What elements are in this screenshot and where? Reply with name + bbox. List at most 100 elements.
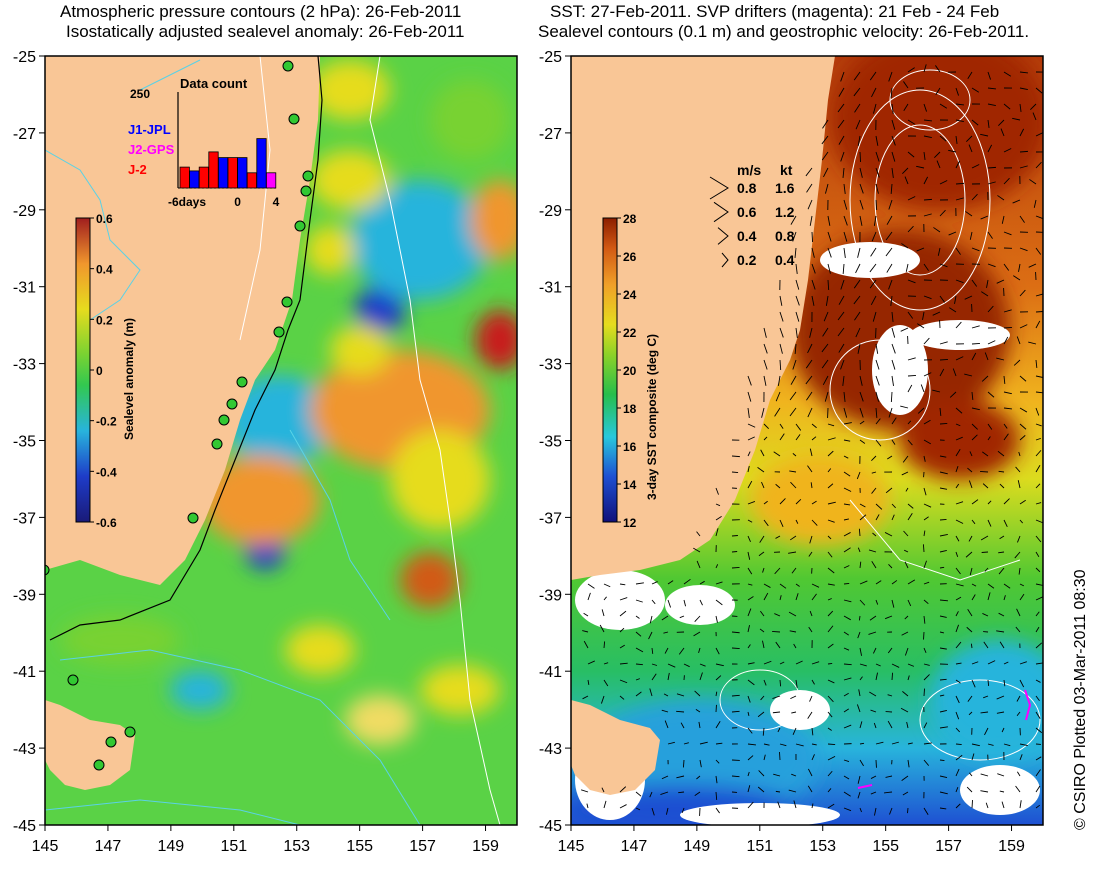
lat-tick-label-left: -39 bbox=[13, 587, 36, 604]
data-count-bar bbox=[246, 172, 257, 189]
velocity-key-kt: 1.6 bbox=[775, 180, 795, 196]
data-count-bar bbox=[227, 157, 238, 189]
lat-tick-label-right: -39 bbox=[539, 587, 562, 604]
lat-tick-label-left: -35 bbox=[13, 434, 36, 451]
data-count-ymax-label: 250 bbox=[130, 87, 150, 101]
left-colorbar-gradient bbox=[75, 217, 91, 523]
data-count-bar bbox=[237, 157, 248, 189]
lat-tick-label-right: -35 bbox=[539, 434, 562, 451]
colorbar-tick-label: -0.6 bbox=[96, 516, 117, 530]
data-count-legend-entry: J1-JPL bbox=[128, 122, 171, 137]
left-map-title-line2: Isostatically adjusted sealevel anomaly:… bbox=[66, 22, 465, 41]
tide-gauge-marker bbox=[273, 326, 285, 338]
lat-tick-label-right: -37 bbox=[539, 510, 562, 527]
colorbar-tick-label: 18 bbox=[623, 402, 637, 416]
lat-tick-label-right: -43 bbox=[539, 741, 562, 758]
velocity-key: m/s kt 0.8 1.6 0.6 1.2 0.4 0.8 0.2 0.4 bbox=[709, 162, 795, 268]
colorbar-tick-label: 20 bbox=[623, 364, 637, 378]
velocity-key-kt: 0.4 bbox=[775, 252, 795, 268]
lon-tick-label-left: 145 bbox=[32, 838, 59, 855]
lat-tick-label-left: -33 bbox=[13, 357, 36, 374]
data-count-bar bbox=[179, 166, 190, 189]
lat-tick-label-right: -25 bbox=[539, 49, 562, 66]
left-pressure-contour bbox=[59, 649, 421, 825]
tide-gauge-marker bbox=[282, 60, 294, 72]
velocity-key-ms: 0.4 bbox=[737, 228, 757, 244]
lat-tick-label-right: -27 bbox=[539, 126, 562, 143]
lat-tick-label-left: -41 bbox=[13, 664, 36, 681]
velocity-key-kt: 0.8 bbox=[775, 228, 795, 244]
tide-gauge-marker bbox=[93, 759, 105, 771]
right-colorbar-gradient bbox=[602, 217, 618, 523]
lat-tick-label-left: -27 bbox=[13, 126, 36, 143]
left-pressure-contour bbox=[45, 149, 141, 321]
colorbar-tick-label: -0.4 bbox=[96, 465, 117, 479]
colorbar-tick-label: 26 bbox=[623, 250, 637, 264]
data-count-inset: Data count 250 J1-JPL J2-GPS J-2 -6days 0 4 bbox=[128, 76, 280, 209]
lat-tick-label-left: -43 bbox=[13, 741, 36, 758]
left-white-contour bbox=[239, 56, 271, 341]
colorbar-tick-label: 22 bbox=[623, 326, 637, 340]
lat-tick-label-left: -29 bbox=[13, 203, 36, 220]
tide-gauge-marker bbox=[105, 736, 117, 748]
data-count-bar bbox=[265, 172, 277, 189]
left-pressure-contour bbox=[139, 59, 201, 91]
lon-tick-label-left: 149 bbox=[158, 838, 185, 855]
left-pressure-contour bbox=[289, 429, 391, 621]
tide-gauge-marker bbox=[281, 296, 293, 308]
colorbar-tick-label: 0.4 bbox=[96, 263, 113, 277]
lon-tick-label-right: 147 bbox=[621, 838, 648, 855]
data-count-xtick: 0 bbox=[234, 195, 241, 209]
tide-gauge-marker bbox=[211, 438, 223, 450]
tide-gauge-marker bbox=[294, 220, 306, 232]
data-count-title: Data count bbox=[180, 76, 248, 91]
tide-gauge-marker bbox=[187, 512, 199, 524]
colorbar-tick-label: 0 bbox=[96, 364, 103, 378]
velocity-key-arrow bbox=[721, 252, 729, 268]
lat-tick-label-left: -31 bbox=[13, 280, 36, 297]
colorbar-tick-label: 0.6 bbox=[96, 212, 113, 226]
left-map-title-line1: Atmospheric pressure contours (2 hPa): 2… bbox=[60, 2, 462, 21]
right-tasmania bbox=[571, 700, 660, 795]
tide-gauge-marker bbox=[300, 185, 312, 197]
velocity-key-arrow bbox=[709, 176, 729, 200]
left-colorbar-label: Sealevel anomaly (m) bbox=[122, 318, 136, 440]
tide-gauge-marker bbox=[218, 414, 230, 426]
data-count-legend-entry: J-2 bbox=[128, 162, 147, 177]
data-count-bar bbox=[256, 138, 267, 189]
svp-drifter-track bbox=[1024, 689, 1032, 721]
velocity-key-ms: 0.6 bbox=[737, 204, 757, 220]
colorbar-tick-label: 24 bbox=[623, 288, 637, 302]
right-colorbar-label: 3-day SST composite (deg C) bbox=[645, 334, 659, 500]
data-count-xtick: -6days bbox=[168, 195, 206, 209]
lat-tick-label-right: -31 bbox=[539, 280, 562, 297]
velocity-key-arrow bbox=[713, 201, 729, 223]
left-shelf-contour bbox=[49, 56, 323, 641]
lat-tick-label-left: -25 bbox=[13, 49, 36, 66]
tide-gauge-marker bbox=[236, 376, 248, 388]
data-count-xtick: 4 bbox=[273, 195, 280, 209]
velocity-key-ms: 0.2 bbox=[737, 252, 757, 268]
lon-tick-label-right: 157 bbox=[935, 838, 962, 855]
sealevel-anomaly-map bbox=[45, 56, 517, 825]
lat-tick-label-right: -29 bbox=[539, 203, 562, 220]
tide-gauge-marker bbox=[45, 564, 50, 576]
colorbar-tick-label: 0.2 bbox=[96, 313, 113, 327]
lon-tick-label-right: 149 bbox=[684, 838, 711, 855]
lat-tick-label-left: -45 bbox=[13, 818, 36, 835]
lon-tick-label-right: 151 bbox=[746, 838, 773, 855]
left-pressure-contour bbox=[45, 799, 301, 825]
tasmania bbox=[45, 700, 135, 790]
lon-tick-label-left: 155 bbox=[346, 838, 373, 855]
lon-tick-label-right: 159 bbox=[998, 838, 1025, 855]
right-map-title-line1: SST: 27-Feb-2011. SVP drifters (magenta)… bbox=[550, 2, 1000, 21]
data-count-bar bbox=[198, 166, 209, 189]
lon-tick-label-left: 147 bbox=[95, 838, 122, 855]
tide-gauge-marker bbox=[288, 113, 300, 125]
lat-tick-label-right: -33 bbox=[539, 357, 562, 374]
velocity-key-header-ms: m/s bbox=[737, 162, 761, 178]
data-count-bar bbox=[217, 157, 229, 189]
colorbar-tick-label: 28 bbox=[623, 212, 637, 226]
credit-text: © CSIRO Plotted 03-Mar-2011 08:30 bbox=[1072, 569, 1089, 830]
lon-tick-label-right: 155 bbox=[872, 838, 899, 855]
